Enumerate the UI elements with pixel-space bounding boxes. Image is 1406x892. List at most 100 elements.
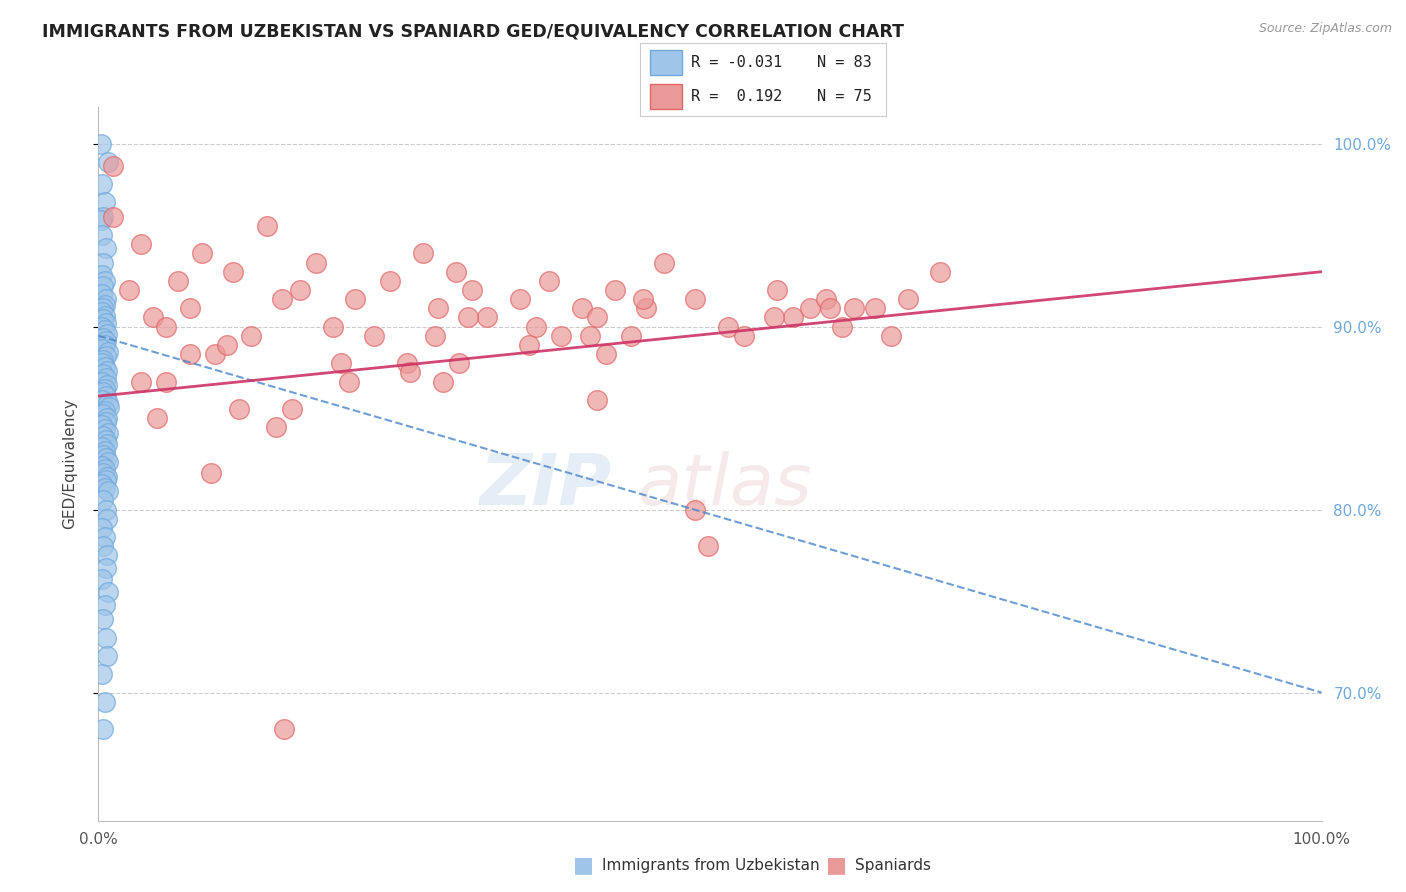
Point	[818, 301, 841, 316]
Point	[240, 328, 263, 343]
Point	[155, 375, 177, 389]
Point	[93, 404, 115, 418]
Text: Spaniards: Spaniards	[855, 858, 931, 872]
Point	[91, 301, 114, 316]
Point	[94, 502, 117, 516]
Point	[449, 356, 471, 370]
Point	[215, 338, 238, 352]
Point	[91, 177, 114, 191]
Point	[96, 363, 118, 377]
Point	[378, 274, 401, 288]
Point	[444, 265, 467, 279]
Text: ■: ■	[574, 855, 593, 875]
Point	[717, 319, 740, 334]
Point	[762, 310, 785, 325]
Point	[90, 136, 112, 151]
Point	[685, 292, 707, 306]
Point	[91, 493, 114, 508]
Point	[517, 338, 540, 352]
Point	[863, 301, 886, 316]
Point	[844, 301, 866, 316]
Point	[91, 521, 114, 535]
Point	[94, 292, 117, 306]
Point	[93, 462, 115, 476]
Point	[91, 305, 114, 319]
Point	[167, 274, 190, 288]
Point	[118, 283, 141, 297]
Point	[191, 246, 214, 260]
Point	[101, 159, 124, 173]
Point	[142, 310, 165, 325]
Point	[509, 292, 531, 306]
Point	[782, 310, 804, 325]
Point	[322, 319, 344, 334]
Point	[363, 328, 385, 343]
Point	[228, 401, 250, 416]
Point	[91, 477, 114, 491]
Point	[256, 219, 278, 233]
Point	[457, 310, 479, 325]
Point	[94, 241, 117, 255]
Point	[91, 342, 114, 356]
Point	[280, 401, 302, 416]
Point	[652, 255, 675, 269]
Point	[93, 481, 115, 495]
Point	[94, 415, 117, 429]
Point	[696, 539, 718, 553]
Point	[93, 422, 115, 436]
Point	[90, 213, 112, 227]
Bar	[650, 50, 682, 75]
Point	[94, 389, 117, 403]
Point	[97, 425, 120, 440]
Point	[91, 356, 114, 370]
Point	[290, 283, 312, 297]
Point	[270, 292, 294, 306]
Point	[91, 228, 114, 243]
Point	[93, 598, 115, 612]
Point	[550, 328, 572, 343]
Point	[395, 356, 418, 370]
Point	[460, 283, 482, 297]
Point	[595, 347, 617, 361]
Point	[93, 695, 115, 709]
Point	[685, 502, 707, 516]
Point	[432, 375, 454, 389]
Point	[204, 347, 226, 361]
Point	[93, 309, 115, 323]
Point	[94, 631, 117, 645]
Point	[93, 338, 115, 352]
Point	[91, 210, 114, 224]
Point	[91, 286, 114, 301]
Text: N = 83: N = 83	[817, 55, 872, 70]
Point	[94, 349, 117, 363]
Point	[96, 648, 118, 663]
Point	[97, 155, 120, 169]
Point	[94, 433, 117, 447]
Point	[880, 328, 903, 343]
Point	[766, 283, 789, 297]
Point	[129, 237, 152, 252]
Point	[97, 484, 120, 499]
Point	[91, 279, 114, 293]
Point	[91, 441, 114, 455]
Text: ■: ■	[827, 855, 846, 875]
Point	[91, 330, 114, 344]
Point	[179, 347, 201, 361]
Point	[399, 365, 422, 379]
Point	[91, 429, 114, 443]
Point	[222, 265, 245, 279]
Point	[93, 298, 115, 312]
Point	[94, 561, 117, 575]
Point	[91, 385, 114, 400]
Point	[91, 722, 114, 736]
Point	[93, 444, 115, 458]
Point	[97, 455, 120, 469]
Point	[91, 319, 114, 334]
Point	[524, 319, 547, 334]
Point	[815, 292, 838, 306]
Point	[91, 539, 114, 553]
Point	[94, 473, 117, 487]
Text: R = -0.031: R = -0.031	[692, 55, 783, 70]
Point	[91, 375, 114, 389]
Point	[96, 512, 118, 526]
